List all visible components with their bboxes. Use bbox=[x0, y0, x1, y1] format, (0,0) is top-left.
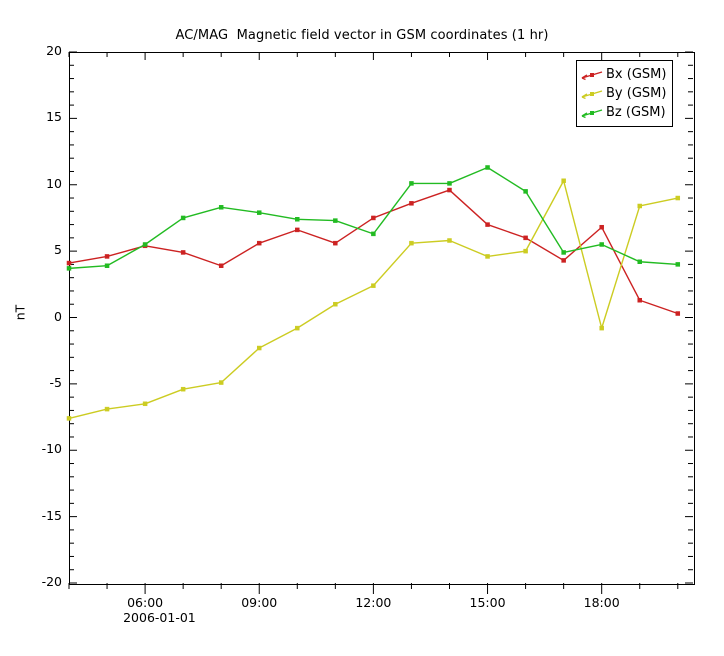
legend-item-bx[interactable]: Bx (GSM) bbox=[581, 65, 666, 84]
y-tick-label: 5 bbox=[54, 242, 62, 258]
legend-line-marker-bz bbox=[581, 108, 603, 118]
x-tick-label: 09:00 bbox=[241, 595, 278, 610]
legend-label-bx: Bx (GSM) bbox=[606, 66, 667, 82]
x-axis-date-label: 2006-01-01 bbox=[123, 610, 196, 625]
legend-line-marker-bx bbox=[581, 70, 603, 80]
y-tick-label: -10 bbox=[41, 441, 62, 457]
legend-label-bz: Bz (GSM) bbox=[606, 104, 666, 120]
y-tick-label: -20 bbox=[41, 574, 62, 589]
series-by bbox=[66, 178, 681, 421]
legend-item-bz[interactable]: Bz (GSM) bbox=[581, 103, 666, 122]
legend-label-by: By (GSM) bbox=[606, 85, 667, 101]
y-tick-label: -15 bbox=[41, 507, 62, 523]
chart-legend: Bx (GSM) By (GSM) Bz (GSM) bbox=[576, 60, 674, 127]
y-tick-label: 20 bbox=[46, 43, 62, 58]
x-tick-label: 18:00 bbox=[583, 595, 620, 610]
y-tick-label: 0 bbox=[54, 308, 62, 324]
series-bz bbox=[66, 165, 681, 271]
x-tick-label: 15:00 bbox=[469, 595, 506, 610]
y-axis-tick-labels: 20 15 10 5 0 -5 -10 -15 -20 bbox=[8, 0, 62, 656]
y-tick-label: -5 bbox=[49, 374, 62, 390]
y-tick-label: 15 bbox=[46, 109, 62, 125]
page-title: AC/MAG Magnetic field vector in GSM coor… bbox=[175, 28, 549, 43]
legend-line-marker-by bbox=[581, 89, 603, 99]
x-tick-label: 06:00 bbox=[127, 595, 164, 610]
y-tick-label: 10 bbox=[46, 175, 62, 191]
plot-canvas bbox=[66, 51, 693, 594]
x-tick-label: 12:00 bbox=[355, 595, 392, 610]
legend-item-by[interactable]: By (GSM) bbox=[581, 84, 666, 103]
plot-area-border bbox=[69, 52, 695, 585]
